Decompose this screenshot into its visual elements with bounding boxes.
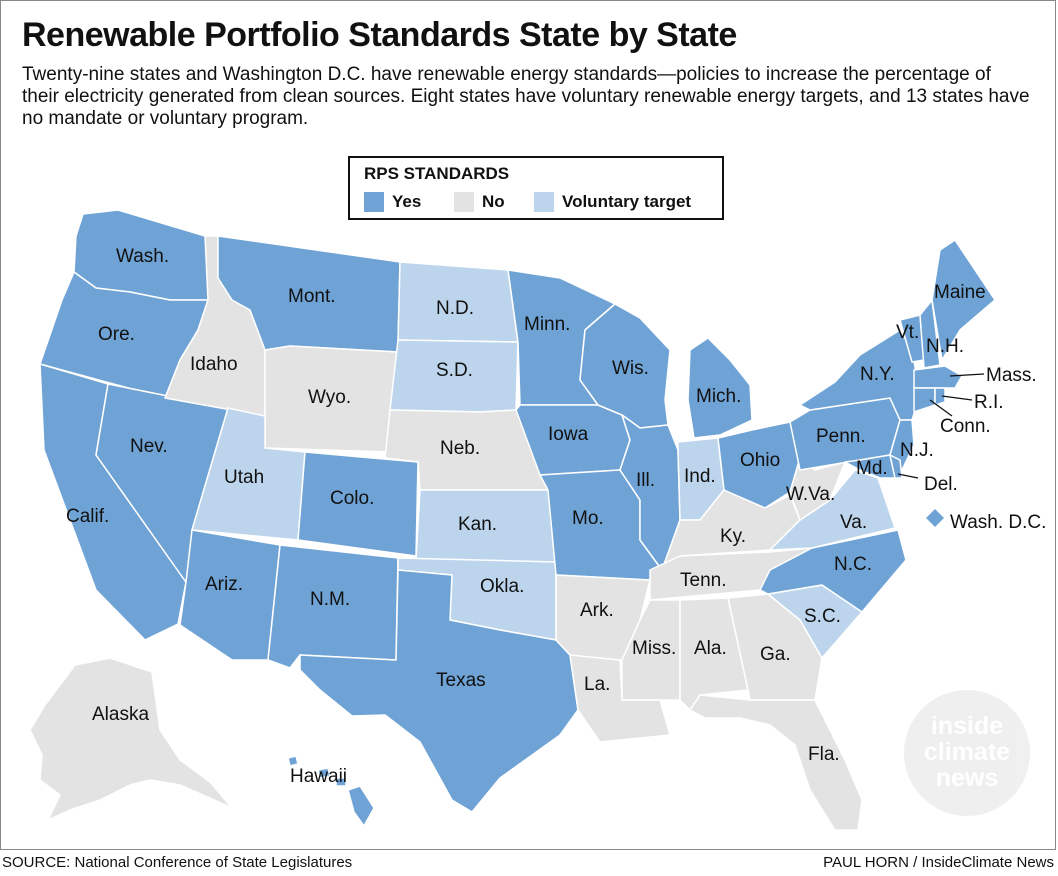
map-subtitle: Twenty-nine states and Washington D.C. h… [22, 64, 1030, 129]
label-del: Del. [924, 474, 958, 495]
label-okla: Okla. [480, 576, 524, 597]
label-mass: Mass. [986, 365, 1037, 386]
watermark-line-3: news [935, 764, 999, 792]
state-mass [913, 365, 963, 389]
label-fla: Fla. [808, 744, 840, 765]
label-va: Va. [840, 512, 867, 533]
label-miss: Miss. [632, 638, 676, 659]
label-iowa: Iowa [548, 424, 589, 445]
insideclimate-news-watermark-logo: inside climate news [904, 690, 1030, 816]
label-ri: R.I. [974, 392, 1004, 413]
label-ny: N.Y. [860, 364, 895, 385]
state-conn [913, 387, 936, 413]
label-nh: N.H. [926, 336, 964, 357]
label-la: La. [584, 674, 610, 695]
label-wva: W.Va. [786, 484, 835, 505]
label-ark: Ark. [580, 600, 614, 621]
mass-leader-line [949, 373, 985, 377]
label-tenn: Tenn. [680, 570, 726, 591]
label-neb: Neb. [440, 438, 480, 459]
watermark-line-1: inside [930, 712, 1004, 740]
legend-swatch-no [454, 192, 474, 212]
label-alaska: Alaska [92, 704, 149, 725]
label-ind: Ind. [684, 466, 716, 487]
label-ga: Ga. [760, 644, 791, 665]
label-vt: Vt. [896, 322, 919, 343]
legend-label-no: No [482, 192, 505, 211]
label-wyo: Wyo. [308, 387, 351, 408]
ri-leader-line [941, 395, 973, 401]
label-mo: Mo. [572, 508, 604, 529]
label-wis: Wis. [612, 358, 649, 379]
label-dc: Wash. D.C. [950, 512, 1046, 533]
state-fla [689, 694, 863, 831]
label-wash: Wash. [116, 246, 169, 267]
label-ill: Ill. [636, 470, 655, 491]
label-md: Md. [856, 458, 888, 479]
watermark-line-2: climate [923, 738, 1011, 766]
state-del [889, 454, 903, 479]
label-ala: Ala. [694, 638, 727, 659]
label-calif: Calif. [66, 506, 109, 527]
label-nev: Nev. [130, 436, 168, 457]
conn-leader-line [929, 399, 953, 417]
state-ariz [179, 529, 281, 661]
legend: RPS STANDARDS Yes No Voluntary target [348, 156, 724, 220]
legend-label-voluntary: Voluntary target [562, 192, 692, 211]
author-credit: PAUL HORN / InsideClimate News [823, 854, 1054, 871]
label-nm: N.M. [310, 589, 350, 610]
label-nd: N.D. [436, 298, 474, 319]
legend-swatch-voluntary [534, 192, 554, 212]
label-minn: Minn. [524, 314, 570, 335]
state-la [569, 654, 671, 743]
label-mont: Mont. [288, 286, 336, 307]
map-frame [0, 0, 1056, 850]
label-conn: Conn. [940, 416, 991, 437]
legend-swatch-yes [364, 192, 384, 212]
legend-item-yes: Yes [364, 192, 421, 212]
state-texas [299, 569, 579, 813]
state-nc [759, 529, 907, 613]
label-ariz: Ariz. [205, 574, 243, 595]
legend-label-yes: Yes [392, 192, 422, 211]
state-hawaii [287, 755, 375, 827]
label-sc: S.C. [804, 606, 841, 627]
label-colo: Colo. [330, 488, 374, 509]
state-dc [924, 507, 946, 529]
label-ky: Ky. [720, 526, 746, 547]
state-mich [687, 337, 753, 439]
legend-title: RPS STANDARDS [364, 164, 510, 183]
label-ore: Ore. [98, 324, 135, 345]
state-alaska [29, 657, 233, 821]
del-leader-line [897, 473, 919, 479]
us-map: Wash. Ore. Calif. Nev. Idaho Mont. Wyo. … [29, 209, 1046, 831]
label-idaho: Idaho [190, 354, 238, 375]
map-title: Renewable Portfolio Standards State by S… [22, 16, 737, 54]
state-ri [934, 387, 946, 406]
label-sd: S.D. [436, 360, 473, 381]
state-maine [931, 239, 996, 361]
label-nc: N.C. [834, 554, 872, 575]
label-utah: Utah [224, 467, 264, 488]
label-kan: Kan. [458, 514, 497, 535]
label-maine: Maine [934, 282, 986, 303]
state-nh [919, 299, 941, 369]
label-penn: Penn. [816, 426, 866, 447]
legend-item-no: No [454, 192, 505, 212]
label-ohio: Ohio [740, 450, 780, 471]
label-hawaii: Hawaii [290, 766, 347, 787]
label-nj: N.J. [900, 440, 934, 461]
source-credit: SOURCE: National Conference of State Leg… [2, 854, 353, 871]
legend-item-voluntary: Voluntary target [534, 192, 691, 212]
label-mich: Mich. [696, 386, 741, 407]
label-texas: Texas [436, 670, 486, 691]
